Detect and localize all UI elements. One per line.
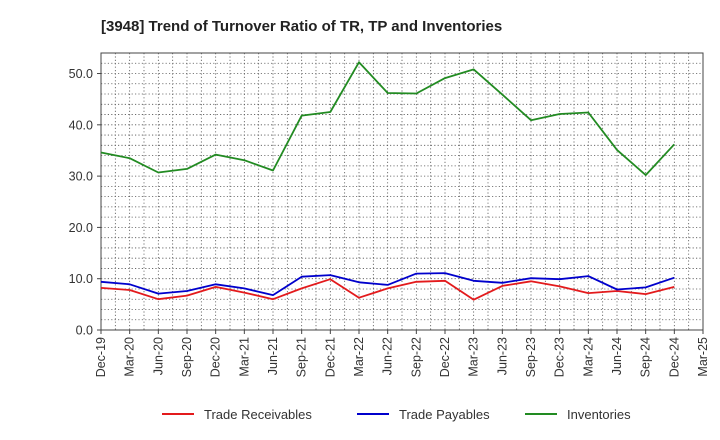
x-tick-label: Jun-23 [495,337,509,375]
series-lines [100,61,675,301]
x-tick-label: Dec-19 [94,337,108,377]
y-tick-label: 30.0 [69,170,93,184]
legend-label-trade-receivables: Trade Receivables [204,407,312,422]
x-tick-label: Mar-22 [352,337,366,377]
series-line-inventories [100,61,675,177]
legend-label-inventories: Inventories [567,407,631,422]
x-tick-label: Dec-22 [438,337,452,377]
x-tick-label: Jun-21 [266,337,280,375]
x-tick-label: Mar-24 [581,337,595,377]
legend-label-trade-payables: Trade Payables [399,407,490,422]
x-tick-label: Sep-21 [295,337,309,377]
x-tick-label: Sep-24 [639,337,653,377]
x-axis: Dec-19 Mar-20 Jun-20 Sep-20 Dec-20 Mar-21 Jun-… [94,330,710,377]
plot-area-frame [100,52,704,331]
y-tick-label: 0.0 [76,324,93,338]
x-tick-label: Mar-21 [237,337,251,377]
x-tick-label: Sep-23 [524,337,538,377]
x-tick-label: Dec-21 [323,337,337,377]
x-tick-label: Jun-22 [381,337,395,375]
y-axis: 0.0 10.0 20.0 30.0 40.0 50.0 [69,67,101,338]
x-tick-label: Dec-23 [553,337,567,377]
x-tick-label: Jun-20 [151,337,165,375]
x-tick-label: Dec-24 [667,337,681,377]
series-line-trade-payables [100,272,675,297]
x-tick-label: Mar-23 [467,337,481,377]
y-tick-label: 10.0 [69,272,93,286]
series-line-trade-receivables [100,278,675,301]
x-tick-label: Sep-22 [409,337,423,377]
y-tick-label: 40.0 [69,118,93,132]
y-tick-label: 50.0 [69,67,93,81]
x-tick-label: Jun-24 [610,337,624,375]
chart-title: [3948] Trend of Turnover Ratio of TR, TP… [101,18,502,35]
x-tick-label: Dec-20 [209,337,223,377]
x-tick-label: Mar-25 [696,337,710,377]
legend: Trade Receivables Trade Payables Inventori… [162,407,631,422]
x-tick-label: Sep-20 [180,337,194,377]
y-tick-label: 20.0 [69,221,93,235]
x-tick-label: Mar-20 [123,337,137,377]
